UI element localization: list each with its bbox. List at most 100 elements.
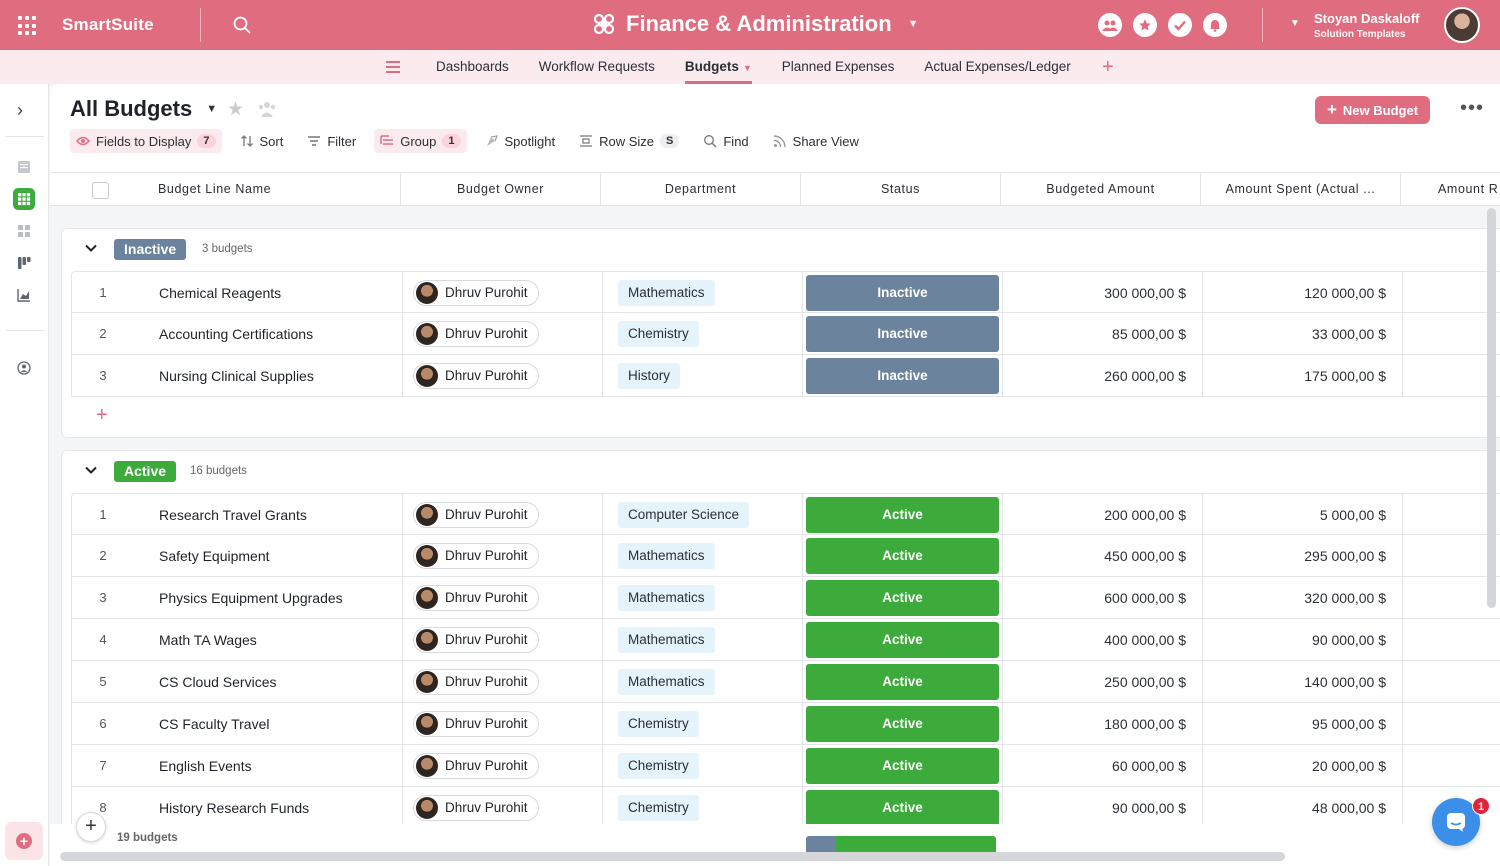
menu-icon[interactable] [386, 61, 400, 73]
brand-logo[interactable]: SmartSuite [62, 15, 154, 34]
user-name[interactable]: Stoyan Daskaloff [1314, 11, 1420, 26]
star-icon[interactable]: ★ [227, 99, 245, 120]
budget-owner-cell[interactable]: Dhruv Purohit [403, 787, 603, 824]
status-cell[interactable]: Active [803, 787, 1003, 824]
budget-line-name[interactable]: Chemical Reagents [134, 272, 403, 313]
status-cell[interactable]: Active [803, 745, 1003, 786]
budget-line-name[interactable]: CS Cloud Services [134, 661, 403, 702]
table-row[interactable]: 6 CS Faculty Travel Dhruv Purohit Chemistry… [71, 703, 1500, 745]
budgeted-amount[interactable]: 300 000,00 $ [1003, 272, 1203, 313]
sort-button[interactable]: Sort [234, 129, 290, 153]
owner-chip[interactable]: Dhruv Purohit [413, 626, 539, 653]
tab-workflow-requests[interactable]: Workflow Requests [524, 50, 670, 84]
table-row[interactable]: 7 English Events Dhruv Purohit Chemistry Act… [71, 745, 1500, 787]
table-row[interactable]: 5 CS Cloud Services Dhruv Purohit Mathemati… [71, 661, 1500, 703]
column-header-status[interactable]: Status [801, 173, 1001, 206]
row-size-button[interactable]: Row Size S [573, 129, 685, 153]
department-cell[interactable]: Chemistry [603, 787, 803, 824]
column-header-budget-line-name[interactable]: Budget Line Name [50, 173, 401, 206]
chevron-down-icon[interactable]: ▼ [206, 103, 218, 115]
budget-owner-cell[interactable]: Dhruv Purohit [403, 703, 603, 744]
budgeted-amount[interactable]: 250 000,00 $ [1003, 661, 1203, 702]
new-budget-button[interactable]: + New Budget [1315, 96, 1430, 124]
budget-line-name[interactable]: Accounting Certifications [134, 313, 403, 354]
add-record-button[interactable]: + [76, 812, 106, 842]
view-members-icon[interactable] [257, 100, 277, 118]
budget-line-name[interactable]: History Research Funds [134, 787, 403, 824]
status-cell[interactable]: Active [803, 535, 1003, 576]
budget-line-name[interactable]: CS Faculty Travel [134, 703, 403, 744]
budget-line-name[interactable]: Safety Equipment [134, 535, 403, 576]
budget-owner-cell[interactable]: Dhruv Purohit [403, 494, 603, 535]
tab-planned-expenses[interactable]: Planned Expenses [767, 50, 910, 84]
filter-button[interactable]: Filter [301, 129, 362, 153]
user-avatar[interactable] [1444, 7, 1480, 43]
budget-owner-cell[interactable]: Dhruv Purohit [403, 661, 603, 702]
amount-remaining[interactable] [1403, 703, 1500, 744]
budget-owner-cell[interactable]: Dhruv Purohit [403, 535, 603, 576]
budget-owner-cell[interactable]: Dhruv Purohit [403, 619, 603, 660]
grid-view-icon[interactable] [13, 188, 35, 210]
add-row-button[interactable]: + [96, 404, 108, 426]
budgeted-amount[interactable]: 200 000,00 $ [1003, 494, 1203, 535]
budget-line-name[interactable]: Nursing Clinical Supplies [134, 355, 403, 396]
amount-spent[interactable]: 140 000,00 $ [1203, 661, 1403, 702]
table-row[interactable]: 1 Research Travel Grants Dhruv Purohit Comp… [71, 493, 1500, 535]
budget-owner-cell[interactable]: Dhruv Purohit [403, 272, 603, 313]
amount-remaining[interactable] [1403, 355, 1500, 396]
amount-remaining[interactable] [1403, 494, 1500, 535]
amount-spent[interactable]: 320 000,00 $ [1203, 577, 1403, 618]
favorites-star-icon[interactable] [1133, 13, 1157, 37]
add-view-button[interactable]: + [5, 822, 43, 860]
status-cell[interactable]: Inactive [803, 272, 1003, 313]
column-header-budgeted-amount[interactable]: Budgeted Amount [1001, 173, 1201, 206]
budgeted-amount[interactable]: 85 000,00 $ [1003, 313, 1203, 354]
amount-remaining[interactable] [1403, 577, 1500, 618]
member-view-icon[interactable] [13, 357, 35, 379]
department-cell[interactable]: Chemistry [603, 703, 803, 744]
table-row[interactable]: 3 Nursing Clinical Supplies Dhruv Purohit H… [71, 355, 1500, 397]
owner-chip[interactable]: Dhruv Purohit [413, 710, 539, 737]
budgeted-amount[interactable]: 600 000,00 $ [1003, 577, 1203, 618]
column-header-amount-spent[interactable]: Amount Spent (Actual ... [1201, 173, 1401, 206]
workspace-title[interactable]: Finance & Administration ▼ [592, 11, 919, 37]
kanban-view-icon[interactable] [13, 252, 35, 274]
budget-line-name[interactable]: English Events [134, 745, 403, 786]
chevron-down-icon[interactable] [84, 241, 98, 255]
apps-grid-icon[interactable] [18, 16, 38, 36]
department-cell[interactable]: Mathematics [603, 577, 803, 618]
tab-actual-expenses-ledger[interactable]: Actual Expenses/Ledger [909, 50, 1085, 84]
status-cell[interactable]: Active [803, 577, 1003, 618]
view-selector[interactable]: All Budgets ▼ [70, 96, 217, 122]
owner-chip[interactable]: Dhruv Purohit [413, 794, 539, 821]
budgeted-amount[interactable]: 400 000,00 $ [1003, 619, 1203, 660]
budgeted-amount[interactable]: 450 000,00 $ [1003, 535, 1203, 576]
status-cell[interactable]: Active [803, 619, 1003, 660]
owner-chip[interactable]: Dhruv Purohit [413, 542, 539, 569]
card-view-icon[interactable] [13, 220, 35, 242]
status-cell[interactable]: Active [803, 494, 1003, 535]
table-row[interactable]: 4 Math TA Wages Dhruv Purohit Mathematics Ac… [71, 619, 1500, 661]
amount-spent[interactable]: 48 000,00 $ [1203, 787, 1403, 824]
budget-line-name[interactable]: Physics Equipment Upgrades [134, 577, 403, 618]
column-header-department[interactable]: Department [601, 173, 801, 206]
budget-owner-cell[interactable]: Dhruv Purohit [403, 577, 603, 618]
budget-owner-cell[interactable]: Dhruv Purohit [403, 355, 603, 396]
group-header[interactable]: Inactive 3 budgets [62, 229, 1500, 271]
department-cell[interactable]: Chemistry [603, 313, 803, 354]
owner-chip[interactable]: Dhruv Purohit [413, 752, 539, 779]
spotlight-button[interactable]: Spotlight [479, 129, 562, 153]
amount-remaining[interactable] [1403, 661, 1500, 702]
owner-chip[interactable]: Dhruv Purohit [413, 362, 539, 389]
budgeted-amount[interactable]: 90 000,00 $ [1003, 787, 1203, 824]
tab-dashboards[interactable]: Dashboards [421, 50, 524, 84]
budget-owner-cell[interactable]: Dhruv Purohit [403, 313, 603, 354]
department-cell[interactable]: Mathematics [603, 272, 803, 313]
status-cell[interactable]: Active [803, 661, 1003, 702]
amount-remaining[interactable] [1403, 272, 1500, 313]
owner-chip[interactable]: Dhruv Purohit [413, 279, 539, 306]
record-view-icon[interactable] [13, 156, 35, 178]
amount-remaining[interactable] [1403, 313, 1500, 354]
budgeted-amount[interactable]: 60 000,00 $ [1003, 745, 1203, 786]
budget-owner-cell[interactable]: Dhruv Purohit [403, 745, 603, 786]
